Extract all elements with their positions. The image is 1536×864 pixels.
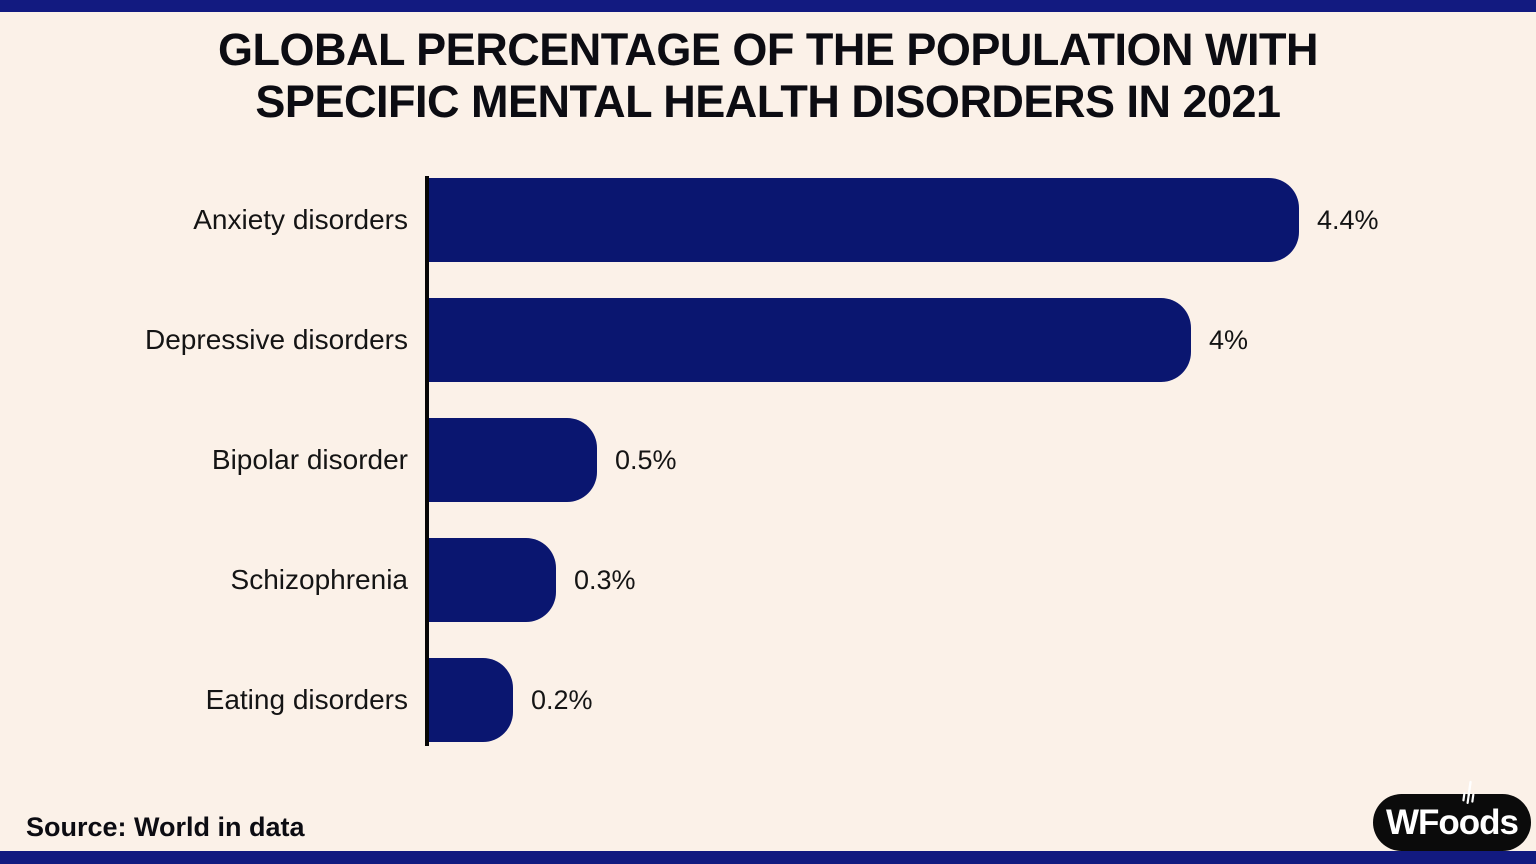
bar-row: Depressive disorders 4% bbox=[0, 298, 1536, 382]
chart-title: GLOBAL PERCENTAGE OF THE POPULATION WITH… bbox=[0, 24, 1536, 128]
bar-row: Bipolar disorder 0.5% bbox=[0, 418, 1536, 502]
value-label: 0.5% bbox=[615, 444, 677, 475]
bar bbox=[429, 178, 1299, 262]
bar-row: Anxiety disorders 4.4% bbox=[0, 178, 1536, 262]
category-label: Eating disorders bbox=[205, 684, 408, 715]
value-label: 0.3% bbox=[574, 564, 636, 595]
bottom-border-bar bbox=[0, 851, 1536, 864]
bar bbox=[429, 658, 513, 742]
y-axis-line bbox=[425, 176, 429, 746]
brand-logo: WFo o ds bbox=[1373, 780, 1531, 851]
category-label: Depressive disorders bbox=[145, 324, 408, 355]
value-label: 0.2% bbox=[531, 684, 593, 715]
source-label: Source: World in data bbox=[26, 812, 305, 842]
top-border-bar bbox=[0, 0, 1536, 12]
bar bbox=[429, 538, 556, 622]
category-label: Bipolar disorder bbox=[211, 444, 408, 475]
bar-row: Schizophrenia 0.3% bbox=[0, 538, 1536, 622]
category-label: Schizophrenia bbox=[230, 564, 408, 595]
logo-text-part1: WFo bbox=[1385, 802, 1460, 842]
bar bbox=[429, 298, 1191, 382]
logo-text-part2: o bbox=[1459, 780, 1480, 843]
chart-title-line-1: GLOBAL PERCENTAGE OF THE POPULATION WITH bbox=[218, 24, 1319, 75]
fork-icon bbox=[1462, 780, 1475, 804]
bar-row: Eating disorders 0.2% bbox=[0, 658, 1536, 742]
value-label: 4% bbox=[1209, 324, 1249, 355]
chart-title-line-2: SPECIFIC MENTAL HEALTH DISORDERS IN 2021 bbox=[255, 76, 1281, 127]
bar bbox=[429, 418, 597, 502]
category-label: Anxiety disorders bbox=[193, 204, 408, 235]
value-label: 4.4% bbox=[1317, 204, 1379, 235]
logo-text-part3: ds bbox=[1479, 802, 1519, 842]
